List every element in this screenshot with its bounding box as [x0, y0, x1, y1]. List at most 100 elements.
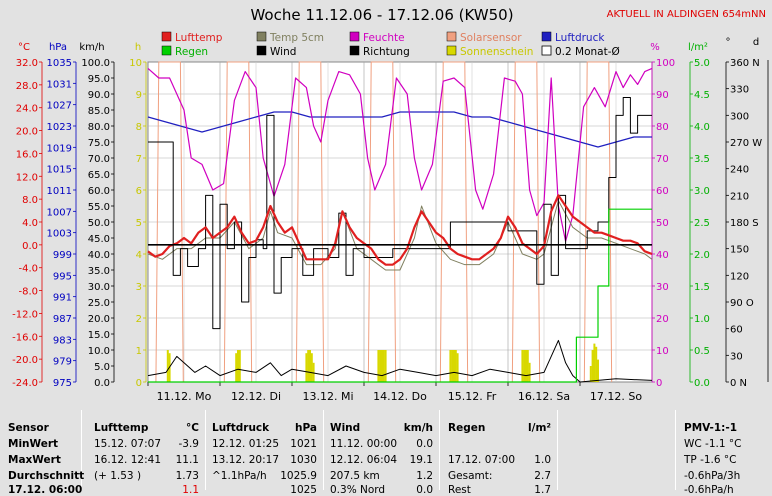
y-tick-label-rain: 2.5	[694, 218, 710, 229]
y-tick-label-direction: 150	[730, 245, 749, 256]
unit-temp: °C	[18, 42, 30, 53]
sunshine-bar	[451, 350, 454, 382]
cell-maxwert-label: MaxWert	[8, 454, 61, 466]
y-tick-label-sunshine: 7	[136, 154, 142, 165]
y-tick-label-wind_speed: 40.0	[88, 250, 110, 261]
sunshine-bar	[235, 353, 238, 382]
y-tick-label-temp: 24.0	[16, 104, 38, 115]
y-tick-label-rain: 4.5	[694, 90, 710, 101]
cell-lufttemp-max: 11.1	[175, 454, 199, 466]
sunshine-bar	[593, 343, 596, 382]
legend-label-sonnenschein: Sonnenschein	[460, 46, 533, 58]
y-tick-label-rain: 4.0	[694, 122, 710, 133]
y-tick-label-humidity: 20	[656, 314, 669, 325]
y-tick-label-sunshine: 2	[136, 314, 142, 325]
unit-humidity: %	[650, 42, 660, 53]
sunshine-bar	[166, 350, 169, 382]
sunshine-bar	[305, 353, 308, 382]
cell-luftdruck-min-date: 12.12. 01:25	[212, 438, 279, 450]
chart-title: Woche 11.12.06 - 17.12.06 (KW50)	[250, 6, 513, 24]
series-line-wind	[147, 339, 653, 383]
cell-wind-max: 19.1	[409, 454, 433, 466]
y-tick-label-temp: -8.0	[18, 287, 38, 298]
x-axis: 11.12. Mo 12.12. Di 13.12. Mi 14.12. Do 15.1…	[147, 382, 642, 403]
y-tick-label-wind_speed: 15.0	[88, 330, 110, 341]
cell-lufttemp-current: 1.1	[182, 484, 199, 496]
cell-luftdruck-max: 1030	[290, 454, 317, 466]
legend-swatch-richtung	[349, 45, 360, 56]
cell-wind-min: 0.0	[416, 438, 433, 450]
legend-label-luftdruck: Luftdruck	[555, 32, 605, 44]
y-tick-label-wind_speed: 30.0	[88, 282, 110, 293]
y-tick-label-rain: 5.0	[694, 58, 710, 69]
plot-series	[147, 61, 653, 383]
y-tick-label-temp: 8.0	[22, 195, 38, 206]
y-tick-label-wind_speed: 35.0	[88, 266, 110, 277]
unit-wind: km/h	[79, 42, 104, 53]
solar-pulse	[295, 61, 325, 383]
cell-luftdruck-unit: hPa	[295, 422, 317, 434]
y-tick-label-temp: -12.0	[12, 309, 38, 320]
y-tick-label-rain: 3.5	[694, 154, 710, 165]
solar-pulse	[155, 61, 184, 383]
sunshine-bar	[591, 350, 594, 382]
y-tick-label-pressure: 1011	[47, 186, 72, 197]
y-tick-label-pressure: 1031	[47, 79, 72, 90]
legend-swatch-wind	[256, 45, 267, 56]
cell-sensor-header: Sensor	[8, 422, 49, 434]
unit-solar: d	[753, 37, 759, 48]
y-tick-label-rain: 0.5	[694, 346, 710, 357]
y-tick-label-sunshine: 4	[136, 250, 142, 261]
y-tick-label-wind_speed: 10.0	[88, 346, 110, 357]
y-tick-label-direction: 60	[730, 325, 743, 336]
solar-pulse	[511, 61, 541, 383]
sunshine-bar	[384, 350, 387, 382]
axis-units: °C hPa km/h h % l/m² ° d	[18, 37, 759, 53]
y-tick-label-pressure: 1027	[47, 101, 72, 112]
x-tick-label: 15.12. Fr	[448, 390, 497, 403]
y-tick-label-rain: 3.0	[694, 186, 710, 197]
y-tick-label-temp: 28.0	[16, 81, 38, 92]
y-tick-label-wind_speed: 0.0	[94, 378, 110, 389]
cell-luftdruck-avg: 1025.9	[280, 470, 317, 482]
y-tick-label-pressure: 1035	[47, 58, 72, 69]
y-tick-label-pressure: 983	[53, 335, 72, 346]
solar-pulse	[223, 61, 253, 383]
y-tick-label-rain: 2.0	[694, 250, 710, 261]
y-tick-label-humidity: 50	[656, 218, 669, 229]
y-tick-label-humidity: 60	[656, 186, 669, 197]
y-tick-label-sunshine: 0	[136, 378, 142, 389]
cell-lufttemp-avg: 1.73	[175, 470, 199, 482]
table-col-sensor: Sensor MinWert MaxWert Durchschnitt 17.1…	[0, 410, 84, 496]
sunshine-bar	[238, 350, 241, 382]
cell-regen-max-date: 17.12. 07:00	[448, 454, 515, 466]
y-tick-label-humidity: 70	[656, 154, 669, 165]
sunshine-bar	[525, 350, 527, 382]
y-tick-label-pressure: 979	[53, 357, 72, 368]
cell-regen-rest-label: Rest	[448, 484, 471, 496]
y-tick-label-wind_speed: 60.0	[88, 186, 110, 197]
cell-wind-avg: 1.2	[416, 470, 433, 482]
y-tick-label-temp: -16.0	[12, 332, 38, 343]
cell-regen-max: 1.0	[534, 454, 551, 466]
y-tick-label-humidity: 80	[656, 122, 669, 133]
y-tick-label-temp: -20.0	[12, 355, 38, 366]
cell-windchill: WC -1.1 °C	[684, 438, 742, 450]
y-tick-label-temp: 20.0	[16, 127, 38, 138]
y-tick-label-wind_speed: 95.0	[88, 74, 110, 85]
cell-wind-current: 0.0	[416, 484, 433, 496]
sunshine-bar	[312, 362, 315, 382]
y-tick-label-wind_speed: 80.0	[88, 122, 110, 133]
sunshine-bar	[307, 350, 310, 382]
legend-swatch-feuchte	[349, 31, 360, 42]
legend-label-monat: 0.2 Monat-Ø	[555, 46, 620, 58]
y-tick-label-pressure: 999	[53, 250, 72, 261]
sunshine-bar	[453, 350, 455, 382]
sunshine-bar	[377, 350, 380, 382]
y-tick-label-pressure: 1023	[47, 122, 72, 133]
solar-pulse	[367, 61, 397, 383]
sunshine-bar	[526, 350, 529, 382]
cell-regen-header: Regen	[448, 422, 486, 434]
y-tick-label-wind_speed: 100.0	[81, 58, 110, 69]
sunshine-bar	[382, 350, 385, 382]
